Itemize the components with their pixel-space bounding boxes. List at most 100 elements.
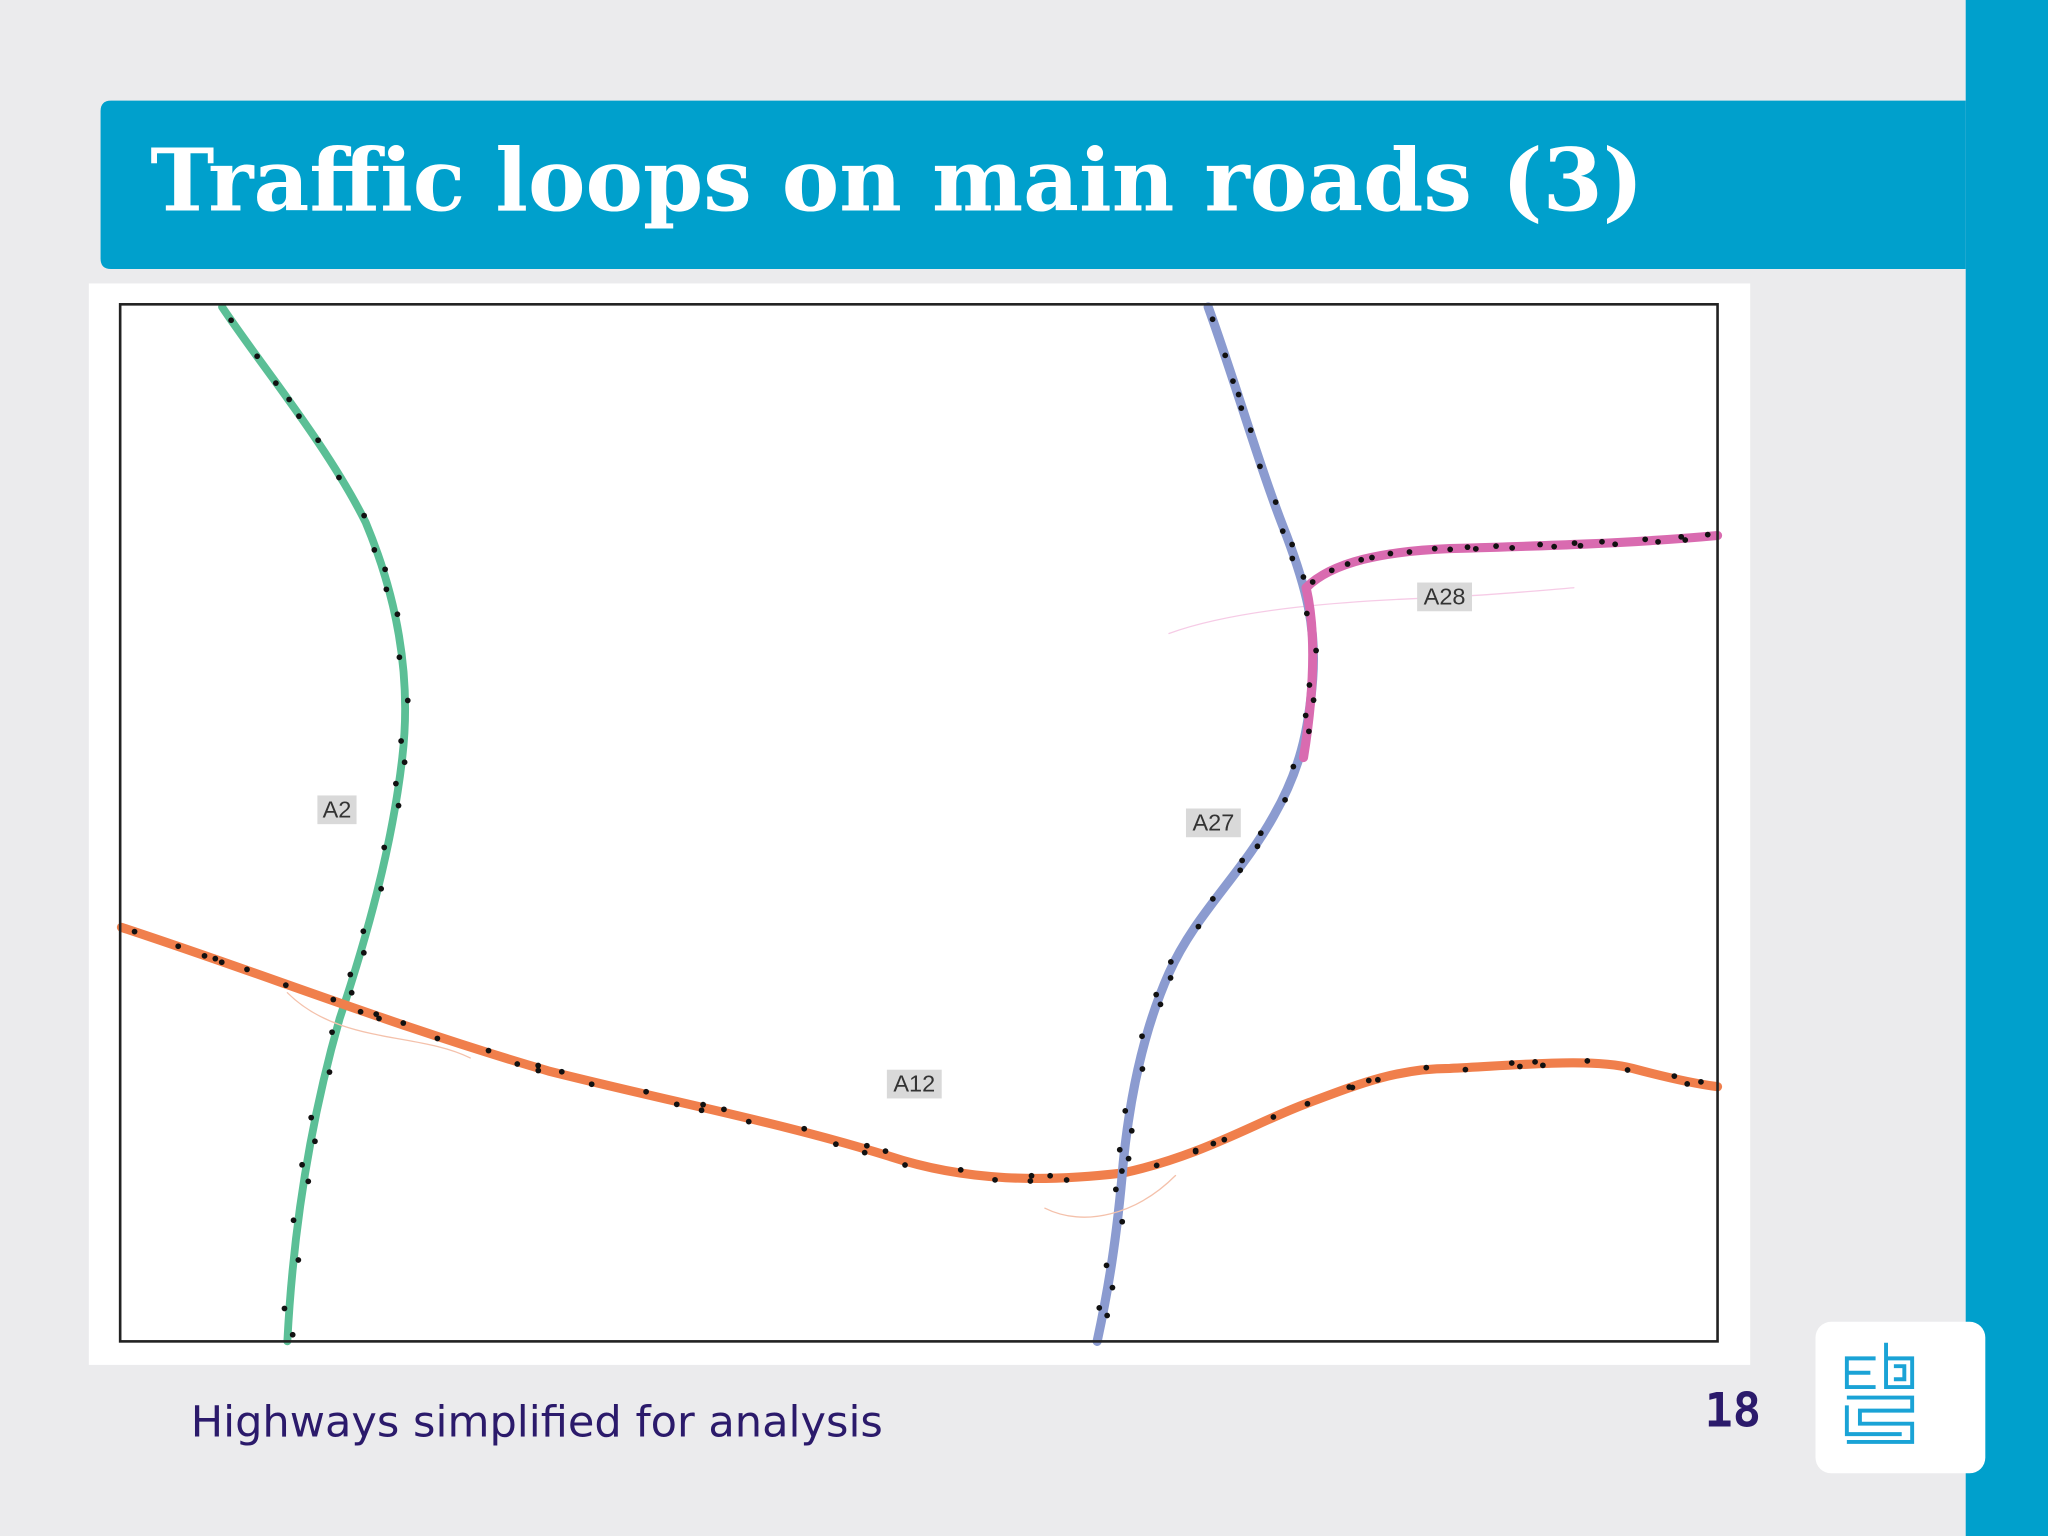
loop-dot xyxy=(864,1142,870,1149)
loop-dot xyxy=(404,697,411,704)
loop-dot xyxy=(801,1125,808,1132)
loop-dot xyxy=(833,1141,839,1148)
loop-dot xyxy=(1493,543,1499,550)
caption: Highways simplified for analysis xyxy=(191,1398,883,1448)
loop-dot xyxy=(902,1162,908,1168)
loop-dot xyxy=(1584,1058,1591,1064)
loop-dot xyxy=(1153,1162,1160,1169)
loop-dot xyxy=(721,1106,727,1113)
loop-dot xyxy=(1139,1066,1146,1072)
road-a27-segment xyxy=(1298,583,1318,763)
loop-dot xyxy=(1310,697,1317,704)
loop-dot xyxy=(992,1176,998,1183)
road-a2 xyxy=(218,303,410,1346)
loop-dot xyxy=(1571,540,1578,546)
loop-dot xyxy=(1509,545,1516,551)
loop-dot xyxy=(1272,499,1279,505)
loop-dot xyxy=(348,989,355,996)
loop-dot xyxy=(1508,1060,1515,1066)
loop-dot xyxy=(1462,1066,1469,1073)
loop-dot xyxy=(395,802,402,809)
loop-dot xyxy=(1247,427,1254,434)
loop-dot xyxy=(1128,1127,1135,1134)
loop-dot xyxy=(1344,561,1351,567)
loop-dot xyxy=(1257,830,1264,837)
loop-dot xyxy=(1358,556,1365,563)
road-label: A12 xyxy=(893,1071,935,1097)
label-box xyxy=(1185,808,1241,838)
loop-dot xyxy=(373,1011,380,1017)
side-bar xyxy=(1965,0,2048,1536)
loop-dot xyxy=(1624,1067,1631,1073)
label-a12: A12 xyxy=(886,1069,942,1099)
loop-dot xyxy=(1192,1148,1199,1155)
loop-dot xyxy=(289,1331,296,1338)
loop-dot xyxy=(1209,896,1216,902)
loop-dot xyxy=(1027,1178,1034,1184)
loop-dot xyxy=(700,1101,706,1108)
loop-dot xyxy=(1290,763,1297,770)
loop-dot xyxy=(131,928,138,935)
loop-dot xyxy=(347,971,354,978)
loop-dot xyxy=(1684,1081,1691,1087)
loop-dot xyxy=(1096,1305,1103,1311)
loop-dot xyxy=(281,1305,288,1312)
loop-dot xyxy=(1153,991,1160,998)
loop-dot xyxy=(1655,538,1661,545)
loop-dot xyxy=(673,1101,680,1108)
loop-dot xyxy=(1112,1186,1119,1193)
loop-dot xyxy=(218,959,225,966)
loop-dot xyxy=(1642,536,1649,543)
loop-dot xyxy=(382,566,388,573)
loop-dot xyxy=(396,654,403,661)
label-box xyxy=(317,795,357,825)
ramp xyxy=(1168,587,1575,635)
loop-dot xyxy=(295,1257,302,1263)
loop-dot xyxy=(861,1149,868,1156)
loop-dot xyxy=(1303,610,1310,617)
loop-dot xyxy=(394,611,401,618)
loop-dot xyxy=(326,1069,333,1075)
loop-dot xyxy=(1237,867,1244,874)
loop-dot xyxy=(1302,712,1309,719)
loop-dots xyxy=(131,316,1711,1338)
loop-dot xyxy=(558,1068,565,1075)
loop-dot xyxy=(1374,1076,1381,1083)
loop-dot xyxy=(957,1166,964,1173)
loop-dot xyxy=(1540,1062,1546,1069)
loop-dot xyxy=(1122,1107,1129,1114)
label-box xyxy=(1417,582,1472,612)
loop-dot xyxy=(1254,843,1261,850)
loop-dot xyxy=(1167,975,1174,981)
loop-dot xyxy=(286,396,293,403)
loop-dot xyxy=(383,586,390,593)
loop-dot xyxy=(282,982,289,989)
loop-dot xyxy=(1431,545,1438,552)
loop-dot xyxy=(336,474,342,481)
loop-dot xyxy=(1125,1155,1132,1162)
loop-dot xyxy=(360,928,367,935)
loop-dot xyxy=(393,780,399,787)
loop-dot xyxy=(1028,1172,1035,1179)
loop-dot xyxy=(1698,1078,1704,1085)
loop-dot xyxy=(1387,550,1394,557)
loop-dot xyxy=(398,738,404,744)
loop-dot xyxy=(376,1015,382,1022)
loop-dot xyxy=(175,943,182,950)
loop-dot xyxy=(330,996,337,1003)
loop-dot xyxy=(1682,537,1689,543)
label-box xyxy=(886,1069,942,1099)
loop-dot xyxy=(1109,1284,1116,1291)
loop-dot xyxy=(1222,352,1229,359)
loop-dot xyxy=(1063,1177,1070,1183)
loop-dot xyxy=(299,1161,305,1168)
loop-dot xyxy=(1447,546,1454,553)
ramp xyxy=(286,992,1177,1218)
loop-dot xyxy=(1104,1312,1111,1319)
loop-dot xyxy=(1239,857,1246,864)
loop-dot xyxy=(290,1217,297,1224)
loop-dot xyxy=(1119,1168,1125,1174)
slide-title: Traffic loops on main roads (3) xyxy=(150,130,1643,231)
label-a27: A27 xyxy=(1185,808,1241,838)
loop-dot xyxy=(588,1081,595,1088)
